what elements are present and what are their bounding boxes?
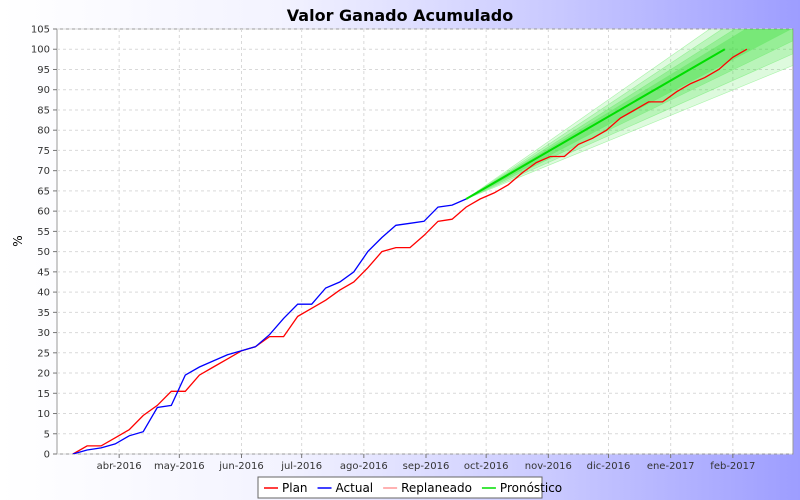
- x-tick-label: ene-2017: [647, 461, 695, 472]
- legend-label: Actual: [336, 481, 374, 495]
- y-tick-label: 95: [37, 65, 50, 76]
- x-tick-label: feb-2017: [710, 461, 755, 472]
- series-lines: [72, 48, 748, 454]
- y-tick-label: 80: [37, 126, 50, 137]
- chart-title: Valor Ganado Acumulado: [287, 6, 513, 25]
- y-axis-ticks: 0 5 10 15 20 25 30 35 40 45 50 55 60 65 70 75 80 85 90 95 10…: [31, 25, 57, 461]
- x-axis-ticks: abr-2016 may-2016 jun-2016 jul-2016 ago-2016…: [97, 454, 755, 472]
- y-tick-label: 15: [37, 389, 50, 400]
- series-line-actual: [72, 198, 467, 454]
- y-tick-label: 55: [37, 227, 50, 238]
- y-tick-label: 85: [37, 105, 50, 116]
- series-line-plan: [72, 48, 748, 454]
- y-tick-label: 0: [44, 450, 50, 461]
- y-tick-label: 35: [37, 308, 50, 319]
- y-tick-label: 10: [37, 409, 50, 420]
- y-tick-label: 60: [37, 207, 50, 218]
- x-tick-label: jul-2016: [280, 461, 322, 472]
- legend: Plan Actual Replaneado Pronóstico: [257, 476, 562, 499]
- legend-box: [257, 476, 543, 499]
- y-tick-label: 20: [37, 369, 50, 380]
- x-tick-label: may-2016: [154, 461, 205, 472]
- y-tick-label: 70: [37, 166, 50, 177]
- x-tick-label: ago-2016: [340, 461, 388, 472]
- legend-label: Pronóstico: [500, 481, 562, 495]
- y-tick-label: 40: [37, 288, 50, 299]
- y-tick-label: 105: [31, 25, 50, 36]
- y-tick-label: 100: [31, 45, 50, 56]
- legend-label: Plan: [282, 481, 308, 495]
- x-tick-label: nov-2016: [525, 461, 572, 472]
- x-tick-label: sep-2016: [403, 461, 450, 472]
- y-tick-label: 65: [37, 186, 50, 197]
- series-line-pron-stico: [465, 48, 726, 200]
- y-axis-label: %: [11, 235, 25, 246]
- x-tick-label: abr-2016: [97, 461, 142, 472]
- y-tick-label: 25: [37, 348, 50, 359]
- y-tick-label: 90: [37, 85, 50, 96]
- x-tick-label: jun-2016: [218, 461, 264, 472]
- y-tick-label: 75: [37, 146, 50, 157]
- x-tick-label: oct-2016: [464, 461, 509, 472]
- y-tick-label: 50: [37, 247, 50, 258]
- y-tick-label: 45: [37, 267, 50, 278]
- y-tick-label: 5: [44, 429, 50, 440]
- x-tick-label: dic-2016: [587, 461, 631, 472]
- y-tick-label: 30: [37, 328, 50, 339]
- legend-label: Replaneado: [401, 481, 472, 495]
